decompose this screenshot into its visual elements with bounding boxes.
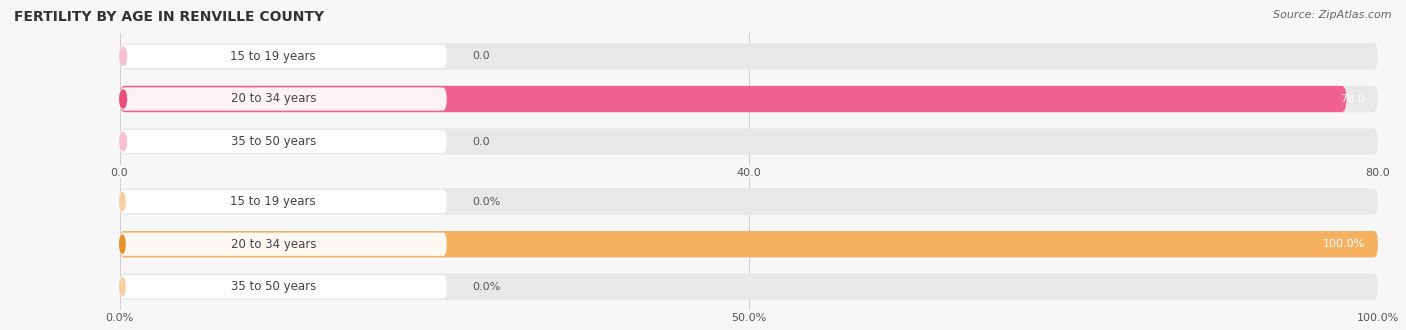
FancyBboxPatch shape bbox=[120, 43, 1378, 70]
FancyBboxPatch shape bbox=[120, 188, 1378, 215]
FancyBboxPatch shape bbox=[120, 190, 447, 213]
Text: 100.0%: 100.0% bbox=[1323, 239, 1365, 249]
Text: 35 to 50 years: 35 to 50 years bbox=[231, 135, 316, 148]
Circle shape bbox=[120, 48, 127, 65]
FancyBboxPatch shape bbox=[120, 130, 447, 153]
Text: 0.0: 0.0 bbox=[472, 51, 489, 61]
Text: 15 to 19 years: 15 to 19 years bbox=[231, 50, 316, 63]
FancyBboxPatch shape bbox=[120, 128, 1378, 155]
Text: Source: ZipAtlas.com: Source: ZipAtlas.com bbox=[1274, 10, 1392, 20]
FancyBboxPatch shape bbox=[120, 86, 1347, 112]
FancyBboxPatch shape bbox=[120, 86, 1378, 112]
FancyBboxPatch shape bbox=[120, 231, 1378, 257]
Text: 20 to 34 years: 20 to 34 years bbox=[231, 238, 316, 251]
Text: FERTILITY BY AGE IN RENVILLE COUNTY: FERTILITY BY AGE IN RENVILLE COUNTY bbox=[14, 10, 325, 24]
FancyBboxPatch shape bbox=[120, 233, 447, 256]
Circle shape bbox=[120, 278, 125, 296]
FancyBboxPatch shape bbox=[120, 275, 447, 298]
Circle shape bbox=[120, 235, 125, 253]
FancyBboxPatch shape bbox=[120, 87, 447, 111]
Circle shape bbox=[120, 133, 127, 150]
Text: 35 to 50 years: 35 to 50 years bbox=[231, 280, 316, 293]
Text: 0.0: 0.0 bbox=[472, 137, 489, 147]
FancyBboxPatch shape bbox=[120, 231, 1378, 257]
FancyBboxPatch shape bbox=[120, 45, 447, 68]
Text: 0.0%: 0.0% bbox=[472, 197, 501, 207]
Text: 15 to 19 years: 15 to 19 years bbox=[231, 195, 316, 208]
Text: 0.0%: 0.0% bbox=[472, 282, 501, 292]
Text: 78.0: 78.0 bbox=[1340, 94, 1365, 104]
FancyBboxPatch shape bbox=[120, 274, 1378, 300]
Text: 20 to 34 years: 20 to 34 years bbox=[231, 92, 316, 106]
Circle shape bbox=[120, 90, 127, 108]
Circle shape bbox=[120, 193, 125, 211]
